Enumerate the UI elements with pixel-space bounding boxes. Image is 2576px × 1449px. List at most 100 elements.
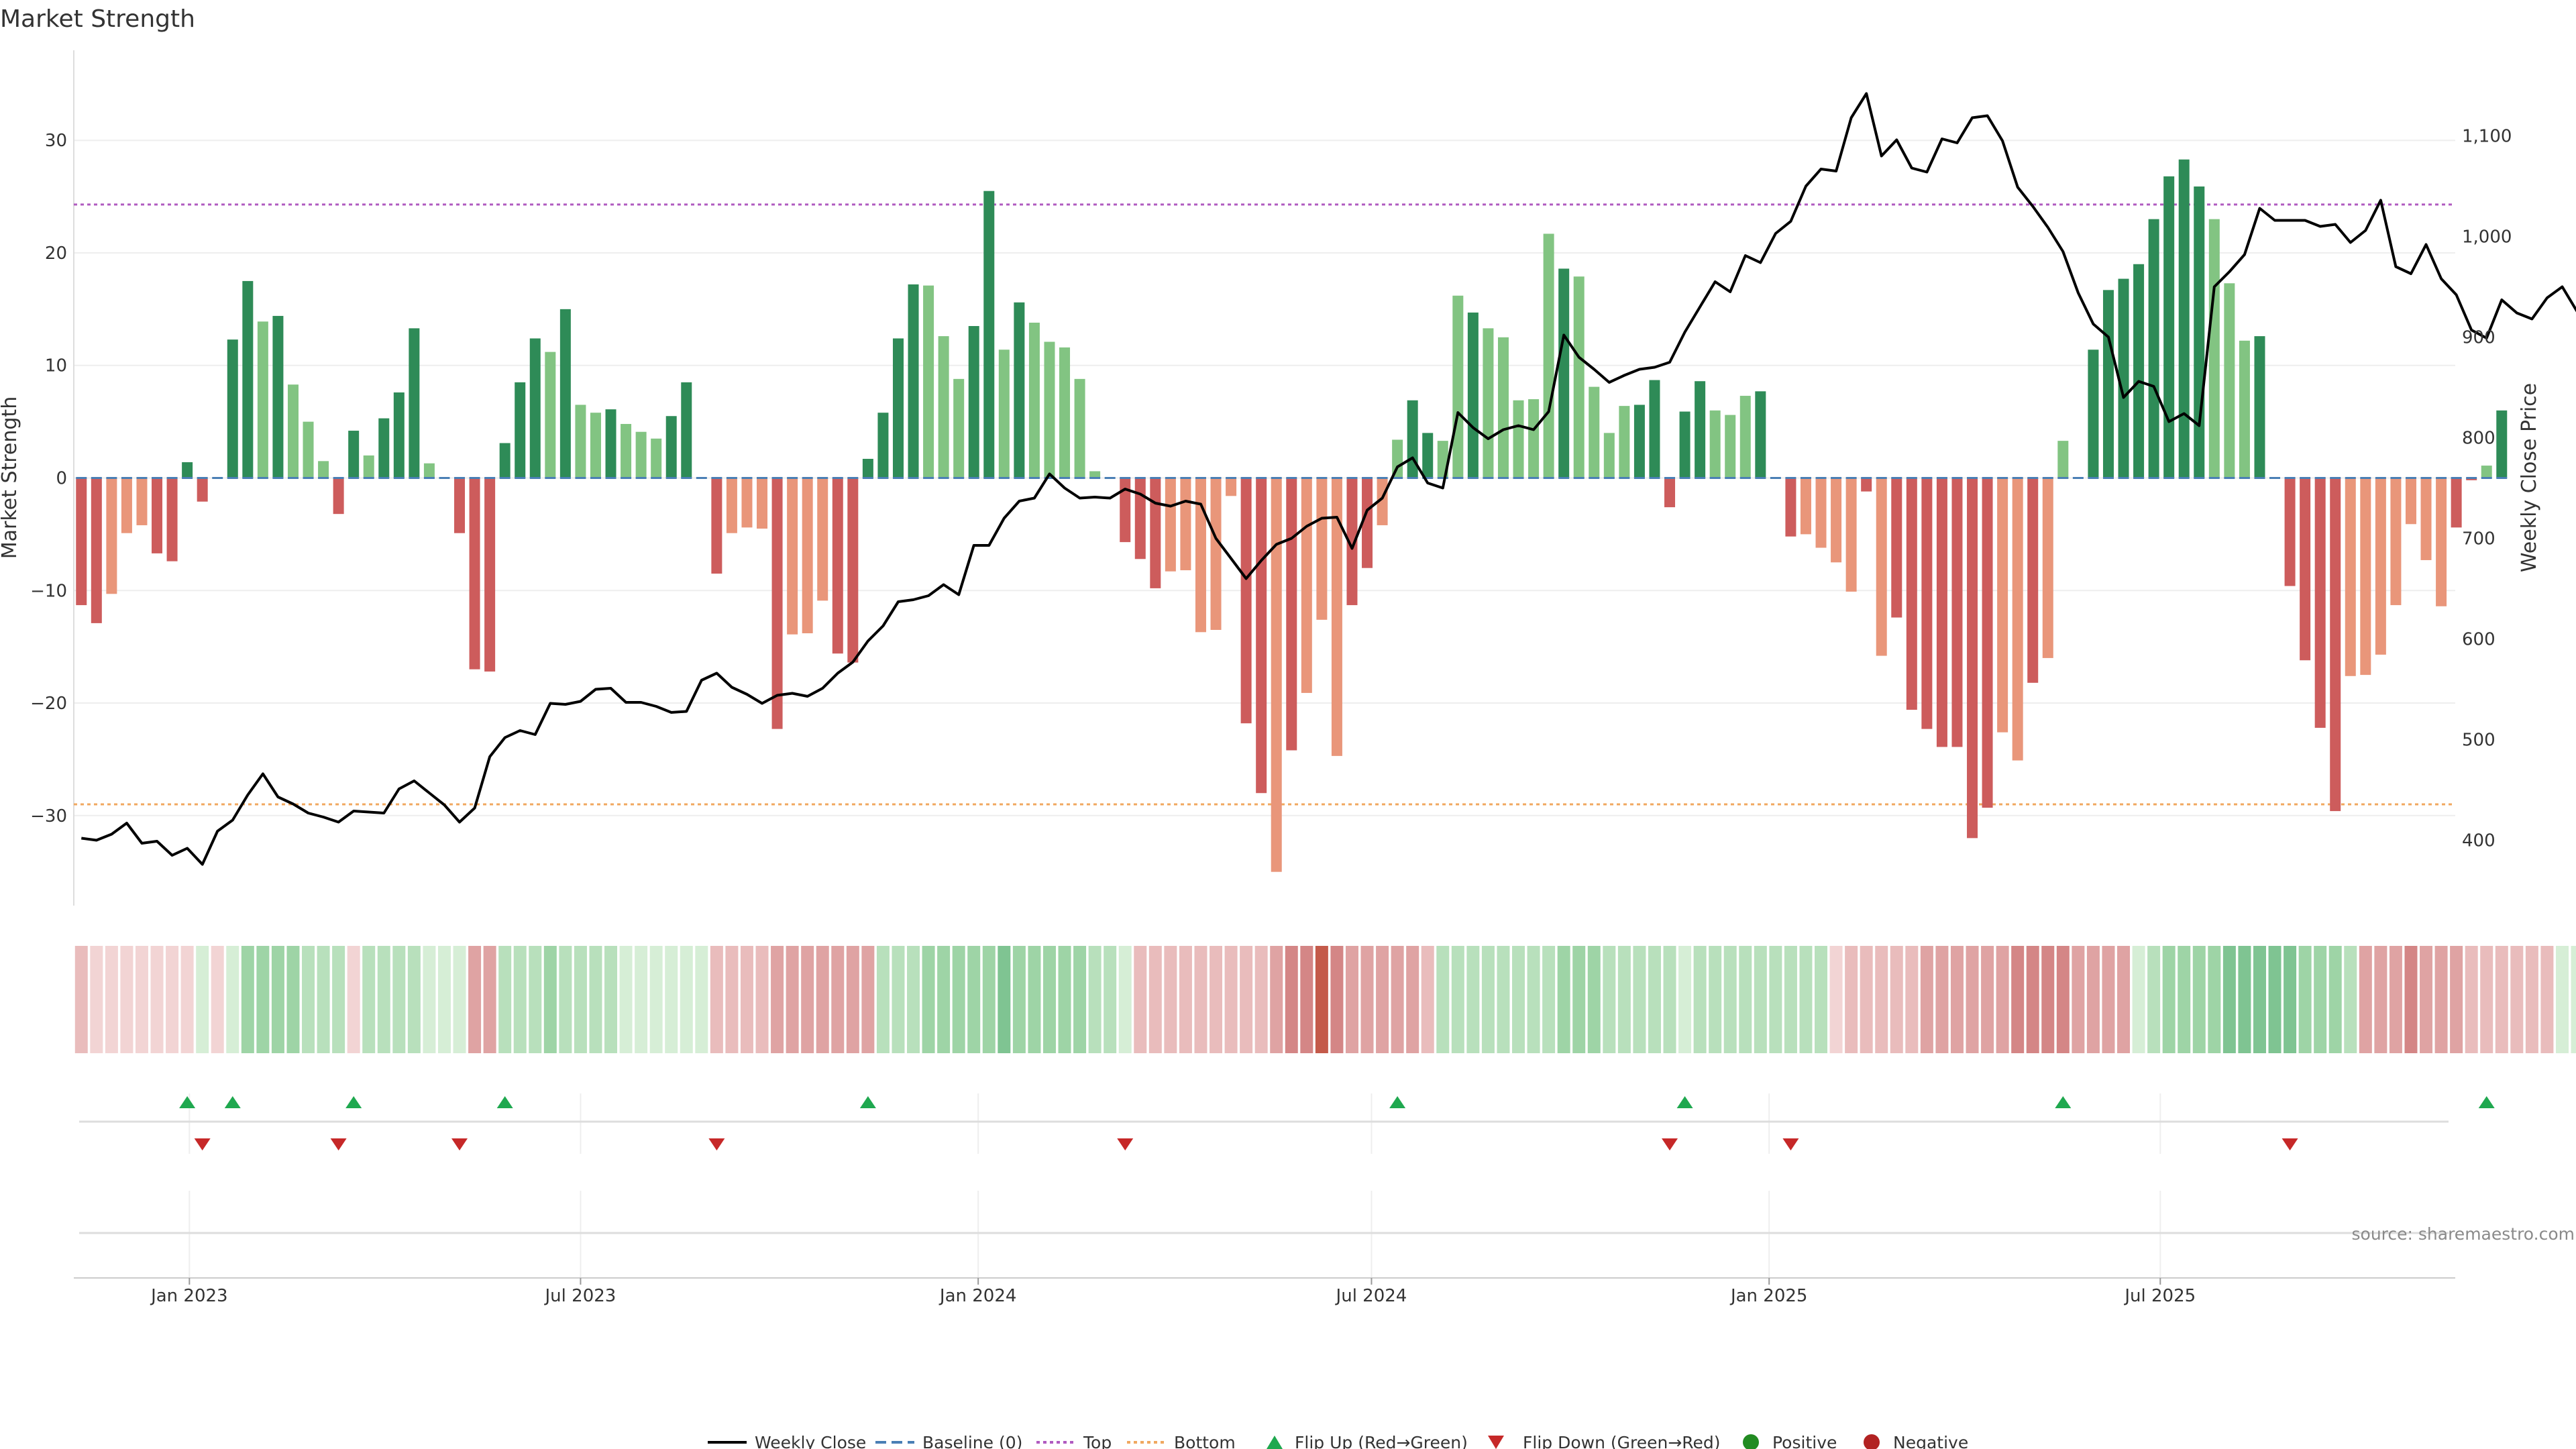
heat-cell	[771, 946, 784, 1053]
heat-cell	[437, 946, 451, 1053]
heat-cell	[498, 946, 512, 1053]
strength-bar	[1619, 406, 1630, 478]
heat-cell	[695, 946, 708, 1053]
heat-cell	[635, 946, 648, 1053]
heat-cell	[559, 946, 572, 1053]
heat-cell	[150, 946, 164, 1053]
heat-cell	[2011, 946, 2025, 1053]
strength-bar	[1120, 478, 1131, 543]
heat-cell	[1104, 946, 1117, 1053]
strength-bar	[1074, 378, 1085, 478]
heat-cell	[649, 946, 663, 1053]
heat-cell	[937, 946, 951, 1053]
flip-down-marker	[708, 1138, 725, 1150]
strength-bar	[469, 478, 480, 669]
strength-bar	[1725, 415, 1736, 478]
y-left-tick-label: 20	[45, 244, 67, 264]
heat-cell	[1950, 946, 1964, 1053]
heat-cell	[1709, 946, 1722, 1053]
strength-bar	[938, 336, 949, 478]
strength-bar	[1240, 478, 1252, 724]
heat-cell	[1270, 946, 1283, 1053]
strength-bar	[2420, 478, 2432, 560]
heat-cell	[1073, 946, 1087, 1053]
strength-bar	[635, 431, 647, 478]
strength-bar	[106, 478, 117, 594]
y-left-tick-label: 0	[56, 469, 67, 489]
heat-cell	[105, 946, 118, 1053]
strength-bar	[2194, 186, 2205, 478]
heat-cell	[2162, 946, 2176, 1053]
heat-cell	[1587, 946, 1601, 1053]
heat-cell	[256, 946, 270, 1053]
heat-cell	[2525, 946, 2538, 1053]
strength-bar	[2300, 478, 2311, 661]
heat-cell	[2192, 946, 2206, 1053]
heat-cell	[1769, 946, 1782, 1053]
heat-cell	[453, 946, 466, 1053]
strength-bar	[2042, 478, 2053, 658]
date-axis-ticks: Jan 2023 Jul 2023 Jan 2024 Jul 2024 Jan 2025…	[150, 1278, 2196, 1306]
legend-label-weekly-close: Weekly Close	[755, 1433, 866, 1449]
strength-bar	[2390, 478, 2402, 606]
strength-bar	[1195, 478, 1206, 633]
heat-cell	[1663, 946, 1676, 1053]
strength-bar	[923, 285, 934, 478]
heat-cell	[2222, 946, 2236, 1053]
heat-cell	[1966, 946, 1979, 1053]
heat-cell	[2434, 946, 2448, 1053]
strength-bar	[1226, 478, 1237, 496]
strength-bar	[1467, 312, 1479, 478]
strength-bar	[1014, 302, 1025, 478]
heat-cell	[2540, 946, 2554, 1053]
strength-bar	[121, 478, 132, 533]
strength-bar	[2375, 478, 2386, 655]
strength-bar	[318, 461, 329, 478]
heat-cell	[1905, 946, 1919, 1053]
strength-bar	[409, 328, 420, 478]
strength-bar	[484, 478, 496, 672]
strength-bar	[1649, 380, 1660, 478]
heat-cell	[1678, 946, 1692, 1053]
strength-bar	[605, 409, 616, 478]
legend-label-top: Top	[1083, 1433, 1112, 1449]
y-right-tick-label: 1,100	[2462, 127, 2512, 147]
heat-cell	[1194, 946, 1208, 1053]
strength-bar	[2102, 290, 2114, 478]
strength-bar	[1709, 410, 1721, 478]
heat-cell	[166, 946, 179, 1053]
strength-bar	[1800, 478, 1811, 535]
strength-bar	[333, 478, 344, 515]
strength-bar	[545, 352, 556, 478]
heat-cell	[1118, 946, 1132, 1053]
heat-cell	[1845, 946, 1858, 1053]
heat-cell	[1042, 946, 1056, 1053]
strength-bar	[1921, 478, 1933, 729]
strength-bar	[1815, 478, 1827, 548]
y-right-tick-label: 700	[2462, 529, 2496, 549]
heat-cell	[529, 946, 542, 1053]
heat-cell	[786, 946, 799, 1053]
heat-cell	[1481, 946, 1495, 1053]
heat-cell	[2253, 946, 2266, 1053]
y-left-tick-label: 30	[45, 131, 67, 151]
y-right-tick-label: 600	[2462, 630, 2496, 650]
heat-cell	[1648, 946, 1661, 1053]
strength-bar	[1573, 276, 1585, 478]
heat-cell	[2328, 946, 2342, 1053]
strength-heat-strip	[74, 946, 2576, 1053]
heat-cell	[2450, 946, 2463, 1053]
heat-cell	[1254, 946, 1268, 1053]
strength-bar	[2330, 478, 2341, 812]
strength-bar	[1256, 478, 1267, 794]
heat-cell	[1527, 946, 1540, 1053]
heat-cell	[1829, 946, 1843, 1053]
heat-cell	[468, 946, 482, 1053]
strength-bar	[817, 478, 828, 601]
strength-bar	[1679, 411, 1690, 478]
strength-bar	[1951, 478, 1963, 747]
strength-bar	[1134, 478, 1146, 559]
flip-panel: Jan 2023 Jul 2023 Jan 2024 Jul 2024 Jan 2025…	[74, 1093, 2575, 1306]
x-tick-label: Jan 2025	[1729, 1286, 1808, 1306]
flip-up-marker	[2478, 1096, 2495, 1108]
